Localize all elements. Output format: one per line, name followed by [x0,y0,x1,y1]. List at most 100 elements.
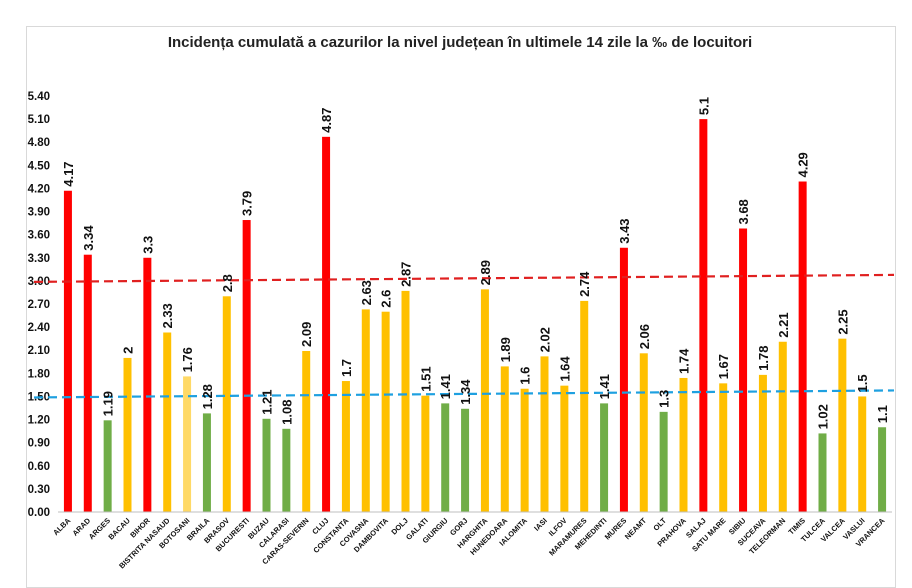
y-tick-label: 5.10 [28,114,50,126]
bar [461,408,470,512]
value-label: 2.6 [379,290,394,308]
value-label: 1.5 [855,374,870,392]
bar [63,190,72,512]
value-label: 2.63 [359,280,374,305]
bar [282,428,291,512]
bar [878,427,887,512]
reference-line [33,273,895,283]
value-label: 2.87 [399,262,414,287]
value-label: 4.17 [61,161,76,186]
y-tick-label: 2.40 [28,322,50,334]
value-label: 2.06 [637,324,652,349]
bar [83,254,92,512]
bar [600,403,609,512]
value-label: 2.21 [776,312,791,337]
bar [381,311,390,512]
value-label: 2.8 [220,274,235,292]
y-tick-label: 4.20 [28,183,50,195]
bar [818,433,827,512]
x-tick-label: NEAMT [623,516,649,542]
bar [560,385,569,512]
value-label: 2.33 [160,303,175,328]
value-label: 4.87 [319,108,334,133]
value-label: 1.41 [597,374,612,399]
bar [838,338,847,512]
value-label: 1.19 [101,391,116,416]
y-tick-label: 5.40 [28,91,50,103]
value-label: 1.08 [279,399,294,424]
bar [778,341,787,512]
value-label: 1.78 [756,346,771,371]
bar [302,350,311,512]
bar [659,411,668,512]
bar [361,309,370,512]
bars [63,119,887,512]
reference-line [33,389,895,399]
value-label: 1.3 [657,390,672,408]
bar [441,403,450,512]
value-label: 3.79 [240,191,255,216]
value-label: 2.02 [538,327,553,352]
value-label: 3.43 [617,218,632,243]
value-label: 1.41 [438,374,453,399]
value-label: 1.76 [180,347,195,372]
value-labels: 4.17 3.34 1.19 2 3.3 2.33 1.76 1.28 2.8 3.79 1.21 1… [61,97,890,429]
bar [580,300,589,512]
value-label: 1.89 [498,337,513,362]
bar [520,388,529,512]
y-tick-label: 4.50 [28,160,50,172]
reference-lines [33,273,895,399]
x-tick-label: IASI [532,516,549,533]
bar [322,136,331,512]
bar [798,181,807,512]
y-axis: 0.000.300.600.901.201.501.802.102.402.70… [28,91,50,519]
bar [103,420,112,512]
x-tick-label: OLT [651,516,668,533]
value-label: 3.34 [81,225,96,251]
value-label: 1.34 [458,379,473,405]
value-label: 2.89 [478,260,493,285]
bar [699,119,708,512]
y-tick-label: 4.80 [28,137,50,149]
bar [123,357,132,512]
bar [222,296,231,512]
bar [341,381,350,512]
y-tick-label: 1.80 [28,368,50,380]
value-label: 1.64 [557,356,572,382]
value-label: 3.3 [140,236,155,254]
y-tick-label: 0.60 [28,461,50,473]
bar [262,418,271,512]
y-tick-label: 0.90 [28,438,50,450]
bar [163,332,172,512]
bar [858,396,867,512]
bar [183,376,192,512]
bar [421,395,430,512]
value-label: 2.09 [299,322,314,347]
y-tick-label: 0.00 [28,507,50,519]
bar [679,377,688,512]
bar [401,290,410,512]
x-tick-label: ALBA [51,516,73,538]
value-label: 1.51 [418,366,433,391]
bar [242,220,251,512]
bar [540,356,549,512]
y-tick-label: 1.20 [28,415,50,427]
value-label: 3.68 [736,199,751,224]
bar [480,289,489,512]
value-label: 1.21 [260,389,275,414]
y-tick-label: 3.30 [28,253,50,265]
value-label: 2 [121,347,136,354]
bar [758,374,767,512]
value-label: 1.67 [716,354,731,379]
value-label: 4.29 [796,152,811,177]
bar [639,353,648,512]
bar [202,413,211,512]
value-label: 5.1 [696,97,711,115]
chart-title: Incidența cumulată a cazurilor la nivel … [167,34,753,51]
bar [143,257,152,512]
bar [739,228,748,512]
y-tick-label: 3.60 [28,230,50,242]
bar [500,366,509,512]
